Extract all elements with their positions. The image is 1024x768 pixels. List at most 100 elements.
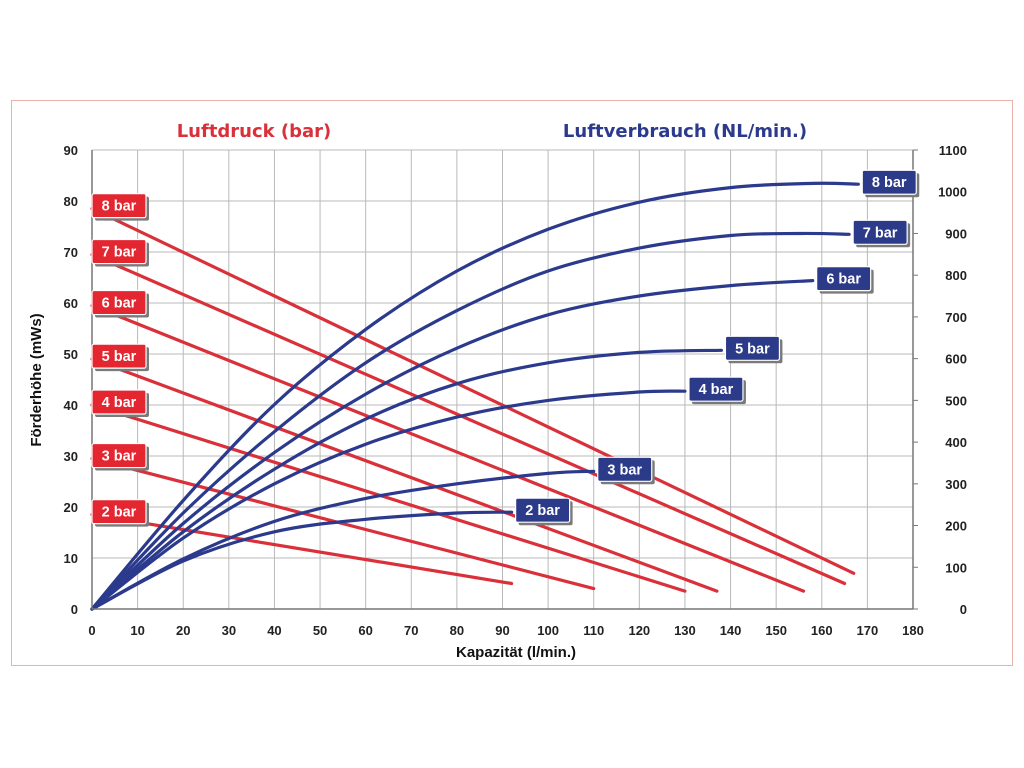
consumption-badge-5-bar-box — [724, 335, 781, 361]
consumption-badge-6-bar: 6 bar — [816, 266, 874, 294]
y2-tick-label: 600 — [945, 352, 967, 367]
x-tick-label: 180 — [902, 623, 924, 638]
chart-frame — [11, 100, 1013, 666]
consumption-curve-5-bar — [90, 348, 723, 611]
x-tick-label: 40 — [267, 623, 281, 638]
pressure-badge-4-bar: 4 bar — [91, 389, 149, 417]
consumption-badge-7-bar: 7 bar — [852, 219, 911, 248]
pressure-line-8-bar — [90, 207, 856, 575]
consumption-badge-8-bar-box — [861, 169, 917, 195]
y-axis-title: Förderhöhe (mWs) — [28, 313, 45, 446]
y2-tick-label: 1100 — [939, 143, 967, 158]
consumption-badge-6-bar-box — [816, 266, 872, 292]
y-tick-label: 80 — [64, 194, 78, 209]
consumption-badge-3-bar-label: 3 bar — [607, 462, 642, 478]
pressure-line-4-bar — [90, 403, 687, 593]
y-tick-label: 30 — [64, 449, 78, 464]
consumption-curve-8-bar — [90, 181, 860, 611]
pressure-badge-8-bar-label: 8 bar — [102, 199, 137, 215]
consumption-badge-4-bar: 4 bar — [688, 376, 746, 405]
consumption-badge-8-bar: 8 bar — [861, 169, 920, 198]
x-tick-label: 140 — [720, 623, 742, 638]
consumption-curve-7-bar — [90, 231, 851, 611]
y-tick-label: 70 — [64, 245, 78, 260]
pressure-badge-7-bar-label: 7 bar — [102, 245, 137, 261]
pressure-badge-5-bar: 5 bar — [91, 343, 149, 372]
pressure-badge-3-bar-box — [91, 442, 147, 469]
x-tick-label: 70 — [404, 623, 418, 638]
right-header: Luftverbrauch (NL/min.) — [563, 121, 807, 142]
x-tick-label: 30 — [222, 623, 236, 638]
pressure-badge-3-bar: 3 bar — [91, 442, 149, 471]
pressure-badge-8-bar: 8 bar — [91, 193, 149, 221]
pressure-badge-8-bar-box — [91, 193, 147, 219]
consumption-badge-7-bar-box — [852, 219, 908, 245]
consumption-badge-4-bar-box — [688, 376, 744, 402]
consumption-curve-2-bar — [90, 510, 514, 611]
y2-tick-label: 300 — [945, 477, 967, 492]
consumption-badge-5-bar: 5 bar — [724, 335, 783, 364]
pressure-line-3-bar — [90, 457, 596, 591]
y-tick-label: 0 — [71, 602, 78, 617]
pressure-badge-4-bar-label: 4 bar — [102, 395, 137, 411]
tick-labels: 0 10 20 30 40 50 60 70 80 90 100 110 120 130 140 150 160… — [64, 143, 967, 638]
pressure-badge-5-bar-label: 5 bar — [102, 349, 137, 365]
x-tick-label: 130 — [674, 623, 696, 638]
pressure-line-7-bar — [90, 253, 847, 586]
series-badges: 8 bar 7 bar 6 bar 5 bar 4 bar 3 bar 2 bar 8 bar… — [91, 169, 920, 527]
consumption-curve-3-bar — [90, 469, 596, 611]
x-tick-label: 60 — [358, 623, 372, 638]
x-tick-label: 0 — [88, 623, 95, 638]
y2-tick-label: 0 — [960, 602, 967, 617]
chart-axes — [91, 149, 918, 610]
y-tick-label: 20 — [64, 500, 78, 515]
consumption-badge-4-bar-label: 4 bar — [699, 382, 734, 398]
x-tick-label: 90 — [495, 623, 509, 638]
y2-tick-label: 900 — [945, 226, 967, 241]
consumption-badge-8-bar-label: 8 bar — [872, 175, 907, 191]
consumption-badge-3-bar: 3 bar — [597, 456, 655, 485]
x-tick-label: 20 — [176, 623, 190, 638]
pressure-badge-3-bar-label: 3 bar — [102, 449, 137, 465]
x-tick-label: 50 — [313, 623, 327, 638]
left-header: Luftdruck (bar) — [177, 121, 332, 142]
consumption-badge-6-bar-label: 6 bar — [826, 272, 861, 288]
pressure-badge-6-bar-box — [91, 289, 147, 316]
x-tick-label: 150 — [765, 623, 787, 638]
pressure-lines — [90, 207, 856, 593]
y-tick-label: 90 — [64, 143, 78, 158]
consumption-badge-2-bar: 2 bar — [515, 497, 573, 526]
x-tick-label: 80 — [450, 623, 464, 638]
y-tick-label: 10 — [64, 551, 78, 566]
y2-tick-label: 400 — [945, 435, 967, 450]
y2-tick-label: 1000 — [938, 185, 967, 200]
pressure-badge-6-bar-label: 6 bar — [102, 296, 137, 312]
consumption-badge-3-bar-box — [597, 456, 653, 482]
pressure-line-5-bar — [90, 357, 719, 593]
y-tick-label: 40 — [64, 398, 78, 413]
pressure-badge-2-bar-label: 2 bar — [102, 505, 137, 521]
y2-tick-label: 700 — [945, 310, 967, 325]
consumption-badge-5-bar-label: 5 bar — [735, 341, 770, 357]
chart-grid — [91, 149, 914, 610]
x-tick-label: 170 — [857, 623, 879, 638]
consumption-curve-6-bar — [90, 279, 815, 611]
y2-tick-label: 100 — [945, 560, 967, 575]
x-tick-label: 110 — [583, 623, 604, 638]
pressure-badge-2-bar-box — [91, 499, 147, 525]
pressure-badge-7-bar: 7 bar — [91, 238, 149, 267]
x-tick-label: 160 — [811, 623, 833, 638]
consumption-badge-2-bar-box — [515, 497, 571, 523]
pressure-badge-2-bar: 2 bar — [91, 499, 149, 527]
consumption-badge-2-bar-label: 2 bar — [525, 503, 560, 519]
pressure-badge-7-bar-box — [91, 238, 147, 265]
consumption-curve-4-bar — [90, 389, 687, 611]
x-tick-label: 10 — [130, 623, 144, 638]
consumption-lines — [90, 181, 860, 611]
x-axis-title: Kapazität (l/min.) — [456, 644, 576, 661]
x-tick-label: 100 — [537, 623, 559, 638]
y2-tick-label: 800 — [945, 268, 967, 283]
y2-tick-label: 500 — [945, 393, 967, 408]
pressure-line-6-bar — [90, 304, 806, 593]
